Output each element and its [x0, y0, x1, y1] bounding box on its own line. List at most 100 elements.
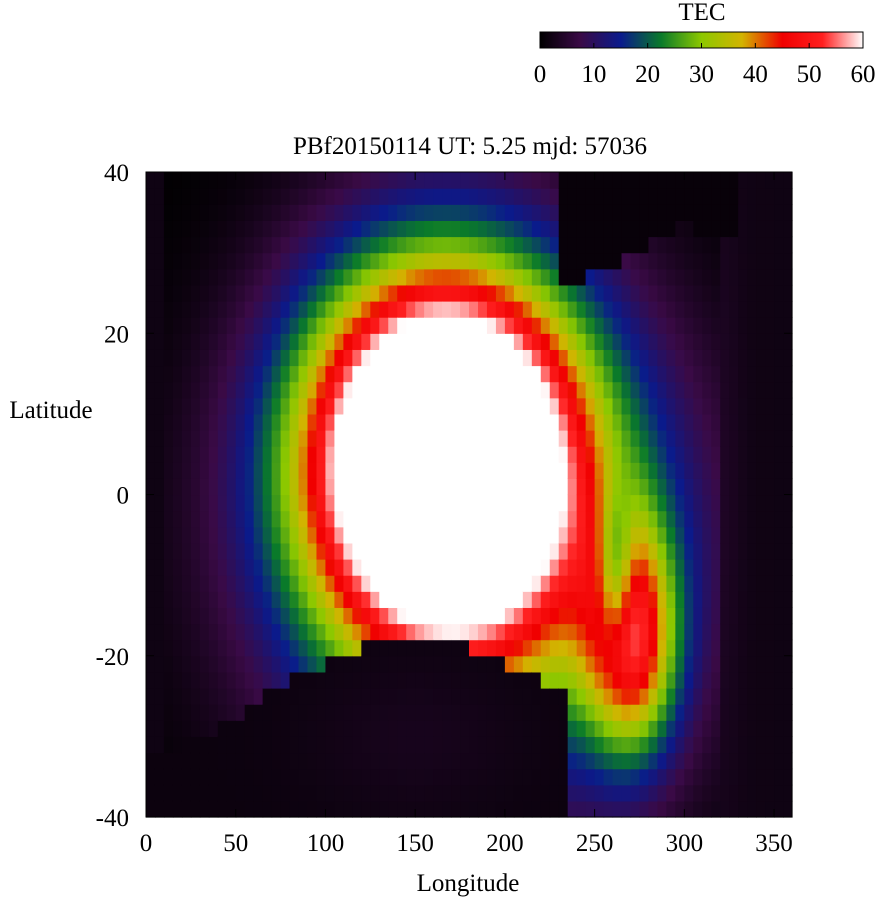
heatmap-cell — [783, 591, 793, 608]
heatmap-cell — [181, 333, 192, 350]
heatmap-cell — [280, 542, 291, 560]
heatmap-cell — [648, 478, 659, 496]
heatmap-cell — [146, 559, 156, 576]
heatmap-cell — [343, 639, 353, 657]
heatmap-cell — [639, 623, 650, 641]
heatmap-cell — [298, 413, 309, 431]
heatmap-cell — [388, 623, 398, 641]
heatmap-cell — [693, 236, 703, 254]
heatmap-cell — [531, 317, 542, 334]
heatmap-cell — [612, 220, 623, 238]
heatmap-cell — [774, 526, 784, 544]
heatmap-cell — [648, 542, 659, 560]
heatmap-cell — [576, 800, 587, 818]
heatmap-cell — [208, 736, 219, 754]
heatmap-cell — [729, 284, 739, 302]
heatmap-cell — [388, 284, 398, 302]
heatmap-cell — [280, 301, 291, 318]
heatmap-cell — [316, 494, 327, 512]
heatmap-cell — [738, 430, 748, 447]
heatmap-cell — [172, 559, 183, 576]
heatmap-cell — [783, 188, 793, 205]
heatmap-cell — [442, 301, 452, 318]
heatmap-cell — [522, 494, 533, 512]
heatmap-cell — [648, 317, 659, 334]
heatmap-cell — [433, 268, 443, 286]
heatmap-cell — [379, 252, 389, 270]
heatmap-cell — [460, 220, 470, 238]
heatmap-cell — [522, 720, 533, 737]
heatmap-cell — [558, 220, 569, 238]
heatmap-cell — [666, 349, 676, 367]
heatmap-cell — [621, 430, 632, 447]
heatmap-cell — [603, 301, 614, 318]
heatmap-cell — [289, 752, 300, 770]
heatmap-cell — [783, 478, 793, 496]
heatmap-cell — [621, 462, 632, 479]
heatmap-cell — [388, 397, 398, 415]
heatmap-cell — [693, 204, 703, 221]
heatmap-cell — [388, 494, 398, 512]
heatmap-cell — [262, 736, 273, 754]
heatmap-cell — [738, 381, 748, 399]
heatmap-cell — [666, 800, 676, 818]
heatmap-cell — [666, 204, 676, 221]
heatmap-cell — [684, 800, 694, 818]
heatmap-cell — [774, 430, 784, 447]
heatmap-cell — [298, 720, 309, 737]
heatmap-cell — [549, 559, 560, 576]
heatmap-cell — [729, 446, 739, 463]
heatmap-cell — [702, 542, 712, 560]
heatmap-cell — [567, 510, 578, 528]
heatmap-cell — [352, 301, 362, 318]
heatmap-cell — [657, 413, 667, 431]
heatmap-cell — [316, 365, 327, 383]
heatmap-cell — [253, 639, 264, 657]
heatmap-cell — [370, 430, 380, 447]
heatmap-cell — [208, 623, 219, 641]
heatmap-cell — [334, 704, 344, 721]
heatmap-cell — [460, 172, 470, 189]
heatmap-cell — [711, 172, 721, 189]
heatmap-cell — [406, 172, 416, 189]
heatmap-cell — [684, 559, 694, 576]
heatmap-cell — [603, 413, 614, 431]
heatmap-cell — [783, 220, 793, 238]
heatmap-cell — [540, 575, 551, 592]
heatmap-cell — [433, 413, 443, 431]
heatmap-cell — [738, 720, 748, 737]
heatmap-cell — [603, 494, 614, 512]
heatmap-cell — [262, 430, 273, 447]
heatmap-cell — [504, 736, 515, 754]
heatmap-cell — [280, 397, 291, 415]
heatmap-cell — [325, 430, 336, 447]
heatmap-cell — [558, 462, 569, 479]
heatmap-cell — [289, 607, 300, 625]
heatmap-cell — [316, 301, 327, 318]
heatmap-cell — [513, 800, 524, 818]
heatmap-cell — [406, 607, 416, 625]
heatmap-cell — [630, 317, 641, 334]
heatmap-cell — [684, 236, 694, 254]
heatmap-cell — [756, 784, 766, 802]
heatmap-cell — [675, 768, 685, 786]
heatmap-cell — [774, 688, 784, 705]
heatmap-cell — [684, 349, 694, 367]
heatmap-cell — [783, 639, 793, 657]
heatmap-cell — [460, 607, 470, 625]
heatmap-cell — [774, 268, 784, 286]
heatmap-cell — [298, 768, 309, 786]
heatmap-cell — [675, 413, 685, 431]
heatmap-cell — [540, 430, 551, 447]
heatmap-cell — [190, 317, 201, 334]
heatmap-cell — [774, 542, 784, 560]
heatmap-cell — [702, 333, 712, 350]
heatmap-cell — [181, 671, 192, 689]
heatmap-cell — [163, 639, 174, 657]
heatmap-cell — [424, 542, 434, 560]
heatmap-cell — [684, 575, 694, 592]
heatmap-cell — [522, 462, 533, 479]
heatmap-cell — [567, 542, 578, 560]
heatmap-cell — [316, 688, 327, 705]
heatmap-cell — [747, 478, 757, 496]
